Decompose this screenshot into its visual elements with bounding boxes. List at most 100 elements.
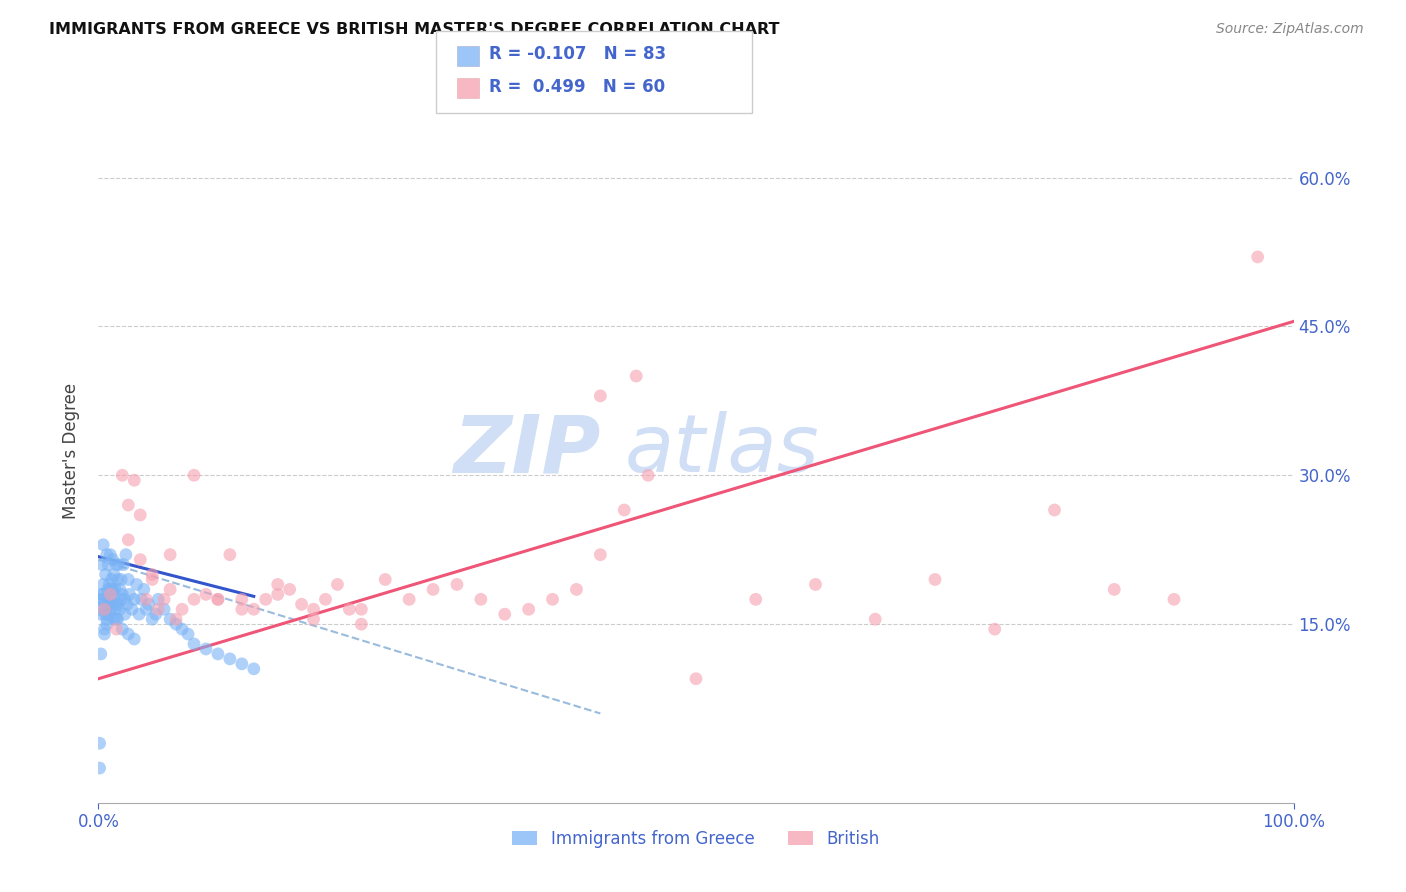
Point: [148, 592, 170, 607]
Point: [267, 577, 290, 591]
Point: [98, 607, 121, 622]
Point: [103, 592, 125, 607]
Point: [128, 607, 150, 622]
Point: [183, 468, 205, 483]
Point: [105, 558, 128, 572]
Point: [93, 597, 115, 611]
Point: [96, 617, 118, 632]
Point: [291, 597, 314, 611]
Point: [112, 558, 135, 572]
Point: [103, 567, 125, 582]
Text: Source: ZipAtlas.com: Source: ZipAtlas.com: [1216, 22, 1364, 37]
Point: [107, 597, 129, 611]
Point: [541, 592, 564, 607]
Point: [159, 612, 181, 626]
Point: [98, 602, 122, 616]
Point: [115, 548, 138, 562]
Point: [111, 587, 134, 601]
Point: [195, 642, 218, 657]
Point: [278, 582, 301, 597]
Point: [115, 597, 138, 611]
Point: [1163, 592, 1185, 607]
Point: [100, 573, 122, 587]
Point: [114, 592, 136, 607]
Point: [626, 369, 648, 384]
Point: [94, 607, 117, 622]
Point: [108, 582, 131, 597]
Y-axis label: Master's Degree: Master's Degree: [62, 383, 80, 518]
Point: [117, 498, 139, 512]
Point: [110, 592, 132, 607]
Point: [101, 552, 124, 566]
Point: [91, 592, 114, 607]
Point: [91, 558, 114, 572]
Point: [94, 602, 117, 616]
Point: [685, 672, 707, 686]
Point: [1247, 250, 1270, 264]
Point: [96, 612, 118, 626]
Point: [103, 612, 125, 626]
Point: [91, 587, 114, 601]
Point: [97, 558, 120, 572]
Point: [254, 592, 277, 607]
Point: [243, 602, 266, 616]
Point: [91, 587, 114, 601]
Point: [104, 582, 127, 597]
Point: [135, 602, 157, 616]
Point: [183, 592, 205, 607]
Point: [141, 612, 163, 626]
Point: [231, 592, 253, 607]
Point: [165, 617, 187, 632]
Point: [124, 473, 146, 487]
Text: ZIP: ZIP: [453, 411, 600, 490]
Point: [107, 573, 129, 587]
Point: [613, 503, 636, 517]
Point: [90, 647, 112, 661]
Point: [89, 736, 111, 750]
Point: [96, 548, 118, 562]
Point: [93, 622, 115, 636]
Point: [98, 592, 122, 607]
Point: [243, 662, 266, 676]
Point: [91, 538, 114, 552]
Text: IMMIGRANTS FROM GREECE VS BRITISH MASTER'S DEGREE CORRELATION CHART: IMMIGRANTS FROM GREECE VS BRITISH MASTER…: [49, 22, 780, 37]
Point: [374, 573, 396, 587]
Point: [145, 607, 167, 622]
Point: [219, 652, 242, 666]
Point: [339, 602, 361, 616]
Point: [111, 622, 134, 636]
Point: [90, 592, 112, 607]
Point: [302, 612, 325, 626]
Point: [984, 622, 1007, 636]
Point: [446, 577, 468, 591]
Point: [195, 587, 218, 601]
Point: [177, 627, 200, 641]
Point: [172, 622, 194, 636]
Point: [108, 602, 131, 616]
Point: [98, 592, 121, 607]
Point: [141, 567, 163, 582]
Point: [117, 573, 139, 587]
Point: [124, 632, 146, 646]
Point: [121, 602, 143, 616]
Point: [589, 389, 612, 403]
Point: [745, 592, 768, 607]
Point: [124, 592, 146, 607]
Point: [110, 573, 132, 587]
Point: [148, 602, 170, 616]
Point: [132, 582, 155, 597]
Point: [219, 548, 242, 562]
Point: [398, 592, 420, 607]
Point: [350, 602, 373, 616]
Point: [97, 597, 120, 611]
Point: [172, 602, 194, 616]
Point: [231, 602, 253, 616]
Point: [865, 612, 887, 626]
Text: atlas: atlas: [624, 411, 820, 490]
Point: [93, 627, 115, 641]
Point: [207, 592, 229, 607]
Point: [326, 577, 349, 591]
Point: [231, 657, 253, 671]
Point: [105, 612, 128, 626]
Point: [117, 627, 139, 641]
